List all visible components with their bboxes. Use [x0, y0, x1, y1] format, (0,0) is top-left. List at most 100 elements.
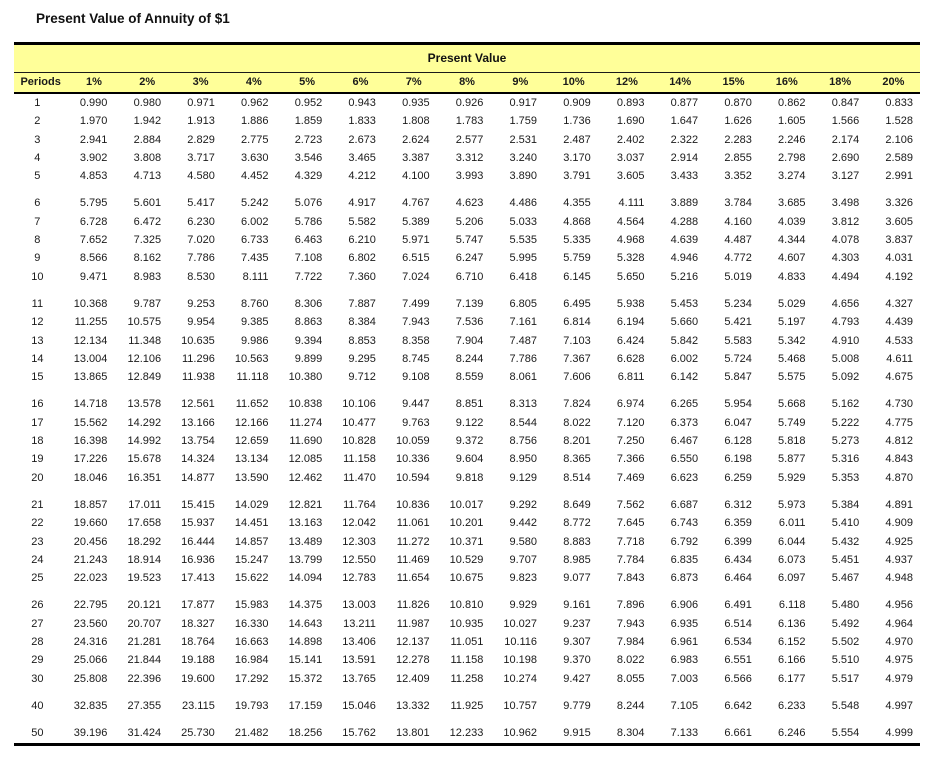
- table-row: 1 0.990 0.980 0.971 0.962 0.952 0.943 0.935 0.92…: [14, 94, 920, 112]
- value-cell: 5.877: [778, 453, 806, 466]
- value-cell: 12.042: [342, 517, 376, 530]
- value-cell: 1.970: [79, 115, 108, 128]
- value-cell: 0.943: [348, 97, 376, 109]
- group-gap: [14, 286, 920, 295]
- value-cell: 8.201: [563, 435, 591, 448]
- group-gap: [14, 688, 920, 697]
- value-cell: 4.968: [616, 234, 645, 247]
- value-cell: 4.487: [724, 234, 752, 247]
- value-cell: 12.303: [342, 535, 376, 548]
- table-row: 30 25.808 22.396 19.600 17.292 15.372 13.765 12…: [14, 670, 920, 688]
- value-cell: 7.161: [509, 316, 538, 329]
- value-cell: 9.471: [79, 270, 108, 283]
- value-cell: 4.891: [885, 498, 913, 511]
- value-cell: 4.327: [885, 297, 913, 310]
- value-cell: 16.984: [234, 654, 269, 667]
- value-cell: 9.899: [294, 352, 323, 365]
- value-cell: 32.835: [73, 699, 108, 712]
- value-cell: 5.353: [831, 471, 860, 484]
- value-cell: 14.094: [288, 572, 323, 585]
- table-row: 20 18.046 16.351 14.877 13.590 12.462 11.470 10…: [14, 469, 920, 487]
- value-cell: 10.675: [449, 572, 484, 585]
- value-cell: 0.971: [187, 97, 215, 109]
- value-cell: 13.003: [342, 599, 376, 612]
- value-cell: 18.764: [181, 636, 215, 649]
- value-cell: 9.077: [563, 572, 591, 585]
- value-cell: 5.421: [724, 316, 752, 329]
- table-row: 26 22.795 20.121 17.877 15.983 14.375 13.003 11…: [14, 596, 920, 614]
- value-cell: 8.756: [509, 435, 538, 448]
- value-cell: 7.105: [670, 699, 699, 712]
- value-cell: 4.948: [885, 572, 913, 585]
- value-cell: 4.078: [831, 234, 860, 247]
- value-cell: 5.216: [670, 270, 699, 283]
- value-cell: 1.566: [831, 115, 860, 128]
- column-header-rate: 6%: [352, 76, 369, 88]
- value-cell: 6.233: [778, 699, 806, 712]
- value-cell: 3.812: [831, 215, 860, 228]
- table-row: 10 9.471 8.983 8.530 8.111 7.722 7.360 7.024 6.7…: [14, 268, 920, 286]
- value-cell: 6.246: [778, 727, 806, 740]
- value-cell: 39.196: [73, 727, 108, 740]
- value-cell: 15.141: [288, 654, 323, 667]
- value-cell: 16.444: [181, 535, 215, 548]
- value-cell: 6.687: [670, 498, 699, 511]
- value-cell: 10.575: [127, 316, 162, 329]
- value-cell: 10.371: [449, 535, 484, 548]
- value-cell: 5.973: [778, 498, 806, 511]
- value-cell: 12.659: [234, 435, 269, 448]
- value-cell: 3.605: [885, 215, 913, 228]
- value-cell: 5.749: [778, 416, 806, 429]
- value-cell: 7.108: [294, 252, 323, 265]
- value-cell: 1.759: [509, 115, 538, 128]
- value-cell: 5.468: [778, 352, 806, 365]
- value-cell: 2.246: [778, 133, 806, 146]
- value-cell: 1.886: [240, 115, 269, 128]
- value-cell: 4.675: [885, 371, 913, 384]
- value-cell: 7.487: [509, 334, 538, 347]
- value-cell: 25.730: [181, 727, 215, 740]
- value-cell: 22.396: [127, 672, 162, 685]
- value-cell: 6.733: [240, 234, 269, 247]
- value-cell: 9.763: [402, 416, 430, 429]
- value-cell: 1.626: [724, 115, 752, 128]
- period-cell: 4: [34, 151, 41, 164]
- value-cell: 2.531: [509, 133, 538, 146]
- value-cell: 7.784: [616, 553, 645, 566]
- value-cell: 4.870: [885, 471, 913, 484]
- value-cell: 4.623: [455, 197, 484, 210]
- value-cell: 19.600: [181, 672, 215, 685]
- header-row: Periods 1% 2% 3% 4% 5% 6% 7% 8% 9% 10% 12% 14% 15% 16%…: [14, 73, 920, 94]
- value-cell: 7.469: [616, 471, 645, 484]
- value-cell: 6.434: [724, 553, 752, 566]
- period-cell: 26: [31, 599, 44, 612]
- value-cell: 8.111: [242, 270, 269, 283]
- table-row: 27 23.560 20.707 18.327 16.330 14.643 13.211 11…: [14, 615, 920, 633]
- table-row: 5 4.853 4.713 4.580 4.452 4.329 4.212 4.100 3.99…: [14, 167, 920, 185]
- value-cell: 10.836: [395, 498, 430, 511]
- value-cell: 2.829: [187, 133, 215, 146]
- value-cell: 12.233: [449, 727, 484, 740]
- value-cell: 23.560: [73, 617, 108, 630]
- value-cell: 4.853: [79, 170, 108, 183]
- value-cell: 2.884: [133, 133, 162, 146]
- value-cell: 14.992: [127, 435, 162, 448]
- value-cell: 10.059: [395, 435, 430, 448]
- value-cell: 8.304: [616, 727, 645, 740]
- value-cell: 6.491: [724, 599, 752, 612]
- value-cell: 2.487: [563, 133, 591, 146]
- value-cell: 4.329: [294, 170, 323, 183]
- value-cell: 8.883: [563, 535, 591, 548]
- value-cell: 4.031: [885, 252, 913, 265]
- value-cell: 6.534: [724, 636, 752, 649]
- value-cell: 9.161: [563, 599, 591, 612]
- value-cell: 27.355: [127, 699, 162, 712]
- value-cell: 1.528: [885, 115, 913, 128]
- value-cell: 5.795: [79, 197, 108, 210]
- value-cell: 4.925: [885, 535, 913, 548]
- value-cell: 0.877: [670, 97, 699, 109]
- period-cell: 6: [34, 197, 41, 210]
- value-cell: 6.399: [724, 535, 752, 548]
- value-cell: 18.914: [127, 553, 162, 566]
